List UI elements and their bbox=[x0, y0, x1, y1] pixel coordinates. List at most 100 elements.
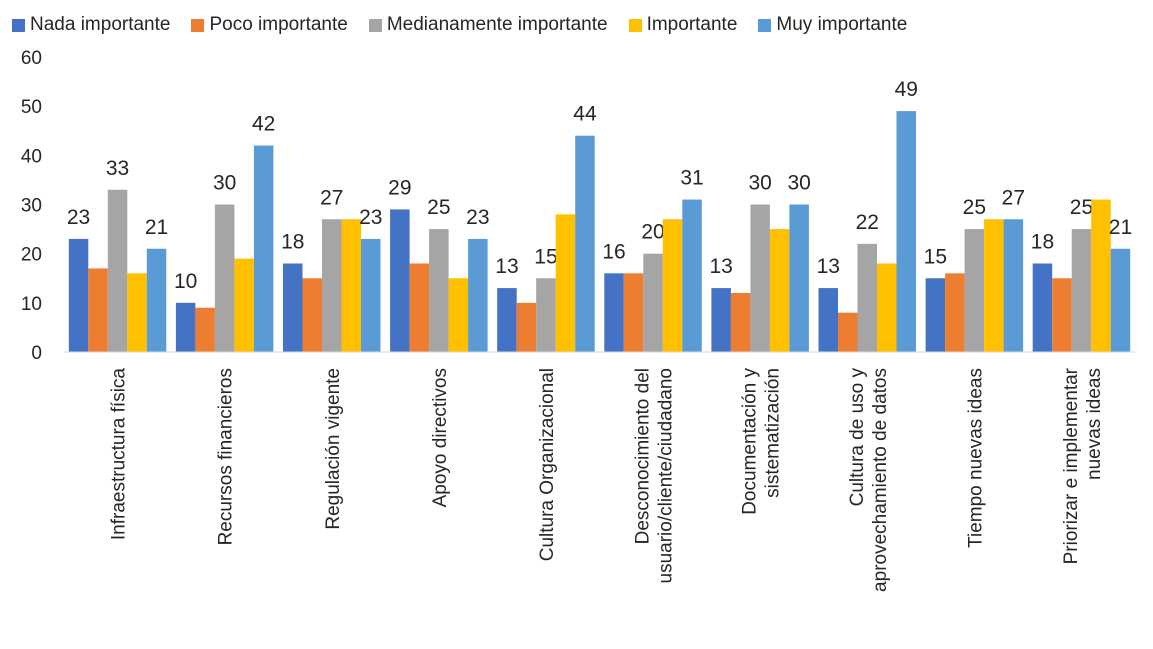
bar-2-9 bbox=[945, 273, 965, 352]
data-label: 13 bbox=[495, 255, 518, 278]
legend-swatch bbox=[191, 18, 205, 32]
legend-label: Medianamente importante bbox=[386, 14, 608, 35]
data-label: 20 bbox=[641, 221, 664, 244]
data-label: 25 bbox=[427, 196, 450, 219]
y-tick-label: 0 bbox=[31, 343, 42, 364]
data-label: 18 bbox=[281, 231, 304, 254]
legend-swatch bbox=[628, 18, 642, 32]
data-label: 30 bbox=[748, 172, 771, 195]
bar-3-1 bbox=[107, 189, 128, 352]
data-label: 25 bbox=[1070, 196, 1093, 219]
data-label: 23 bbox=[466, 206, 489, 229]
data-label: 30 bbox=[787, 172, 810, 195]
data-label: 42 bbox=[252, 113, 275, 136]
bar-1-4 bbox=[390, 209, 410, 352]
data-label: 27 bbox=[1002, 186, 1025, 209]
bar-5-5 bbox=[575, 135, 595, 352]
legend-swatch bbox=[758, 18, 772, 32]
x-tick-label: Tiempo nuevas ideas bbox=[965, 368, 986, 548]
bar-1-7 bbox=[711, 288, 731, 352]
bar-2-1 bbox=[88, 268, 108, 352]
bar-5-2 bbox=[253, 145, 274, 352]
bar-3-4 bbox=[429, 229, 449, 352]
bar-1-5 bbox=[497, 288, 517, 352]
bar-3-5 bbox=[536, 278, 556, 352]
bar-1-1 bbox=[68, 238, 89, 352]
legend-item: Muy importante bbox=[758, 14, 907, 36]
bar-1-8 bbox=[818, 288, 838, 352]
data-label: 22 bbox=[856, 211, 879, 234]
bar-1-2 bbox=[175, 302, 196, 352]
data-label: 15 bbox=[534, 245, 557, 268]
bar-4-2 bbox=[234, 258, 254, 352]
bar-4-5 bbox=[555, 214, 576, 352]
bar-5-9 bbox=[1003, 219, 1024, 352]
bar-5-7 bbox=[789, 204, 809, 352]
bar-3-7 bbox=[750, 204, 770, 352]
x-tick-label: Apoyo directivos bbox=[430, 368, 451, 507]
data-label: 15 bbox=[924, 245, 947, 268]
bar-3-2 bbox=[214, 204, 235, 352]
bar-1-3 bbox=[283, 263, 303, 352]
bar-3-9 bbox=[964, 229, 985, 352]
x-tick-label: Regulación vigente bbox=[323, 368, 344, 530]
chart-legend: Nada importante Poco importante Medianamen… bbox=[12, 11, 907, 39]
legend-label: Nada importante bbox=[30, 14, 171, 35]
legend-label: Importante bbox=[646, 14, 738, 35]
bar-3-10 bbox=[1071, 229, 1092, 352]
bar-5-10 bbox=[1110, 248, 1131, 352]
bar-5-1 bbox=[146, 248, 167, 352]
bar-2-3 bbox=[302, 278, 322, 352]
legend-label: Poco importante bbox=[209, 14, 348, 35]
x-tick-label: nuevas ideas bbox=[1084, 368, 1105, 480]
bar-3-6 bbox=[643, 253, 663, 352]
data-label: 27 bbox=[320, 186, 343, 209]
data-label: 29 bbox=[388, 176, 411, 199]
data-label: 44 bbox=[573, 103, 597, 126]
bar-1-9 bbox=[925, 278, 946, 352]
bar-2-6 bbox=[623, 273, 644, 352]
data-label: 30 bbox=[213, 172, 236, 195]
legend-item: Medianamente importante bbox=[368, 14, 608, 36]
bar-1-10 bbox=[1032, 263, 1053, 352]
data-label: 21 bbox=[1109, 216, 1132, 239]
bar-5-3 bbox=[361, 238, 381, 352]
x-tick-label: sistematización bbox=[763, 368, 784, 498]
bar-2-5 bbox=[516, 302, 537, 352]
data-label: 13 bbox=[817, 255, 840, 278]
bar-2-8 bbox=[838, 312, 858, 352]
y-tick-label: 20 bbox=[21, 245, 42, 266]
legend-swatch bbox=[368, 18, 382, 32]
legend-item: Importante bbox=[628, 14, 738, 36]
data-label: 13 bbox=[709, 255, 732, 278]
bar-5-4 bbox=[468, 238, 488, 352]
data-label: 49 bbox=[895, 78, 918, 101]
data-label: 16 bbox=[602, 240, 625, 263]
x-tick-label: Infraestructura física bbox=[109, 368, 130, 541]
x-tick-label: Desconocimiento del bbox=[633, 368, 654, 544]
x-tick-label: Recursos financieros bbox=[216, 368, 237, 545]
y-tick-label: 30 bbox=[21, 196, 42, 217]
bar-4-10 bbox=[1091, 199, 1111, 352]
data-label: 18 bbox=[1031, 231, 1054, 254]
x-tick-label: usuario/cliente/ciudadano bbox=[656, 368, 677, 584]
legend-label: Muy importante bbox=[776, 14, 908, 35]
bar-5-8 bbox=[896, 111, 916, 352]
x-tick-label: Cultura de uso y bbox=[847, 368, 868, 507]
bar-2-7 bbox=[730, 293, 751, 352]
data-label: 25 bbox=[963, 196, 986, 219]
bar-2-2 bbox=[195, 307, 215, 352]
bar-4-9 bbox=[984, 219, 1004, 352]
bar-4-4 bbox=[448, 278, 469, 352]
bar-5-6 bbox=[682, 199, 702, 352]
y-tick-label: 60 bbox=[21, 48, 42, 69]
legend-item: Nada importante bbox=[12, 14, 170, 36]
legend-swatch bbox=[12, 18, 25, 32]
y-tick-label: 10 bbox=[21, 294, 42, 315]
y-tick-label: 50 bbox=[21, 97, 42, 118]
bar-1-6 bbox=[604, 273, 624, 352]
bar-4-8 bbox=[877, 263, 897, 352]
x-tick-label: aprovechamiento de datos bbox=[870, 368, 891, 592]
x-tick-label: Priorizar e implementar bbox=[1061, 367, 1082, 564]
bar-4-7 bbox=[769, 229, 790, 352]
